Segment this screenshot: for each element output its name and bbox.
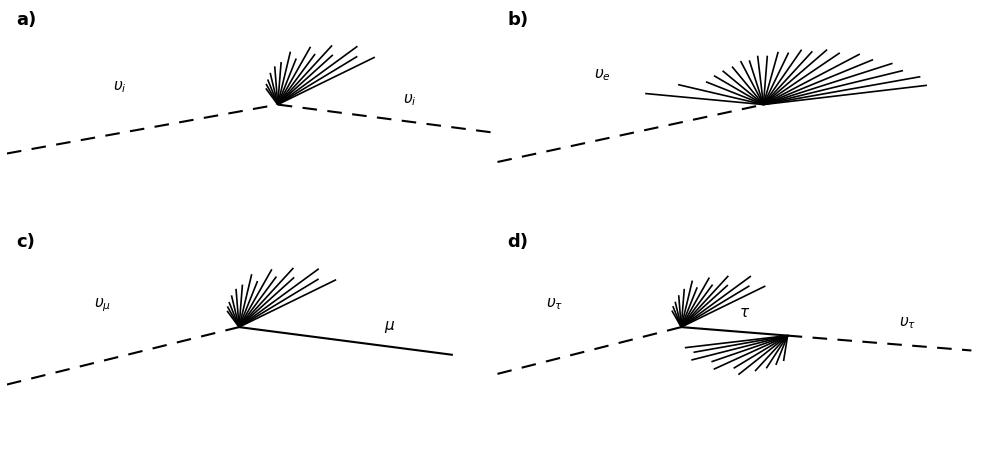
Text: $\upsilon_i$: $\upsilon_i$ <box>403 92 417 108</box>
Text: d): d) <box>507 233 529 251</box>
Text: b): b) <box>507 11 529 29</box>
Text: $\tau$: $\tau$ <box>739 305 751 320</box>
Text: $\mu$: $\mu$ <box>384 318 395 335</box>
Text: c): c) <box>17 233 36 251</box>
Text: $\upsilon_\tau$: $\upsilon_\tau$ <box>545 295 563 311</box>
Text: $\upsilon_\mu$: $\upsilon_\mu$ <box>94 295 111 313</box>
Text: $\upsilon_i$: $\upsilon_i$ <box>114 79 127 95</box>
Text: a): a) <box>17 11 37 29</box>
Text: $\upsilon_e$: $\upsilon_e$ <box>594 67 611 83</box>
Text: $\upsilon_\tau$: $\upsilon_\tau$ <box>899 314 916 330</box>
